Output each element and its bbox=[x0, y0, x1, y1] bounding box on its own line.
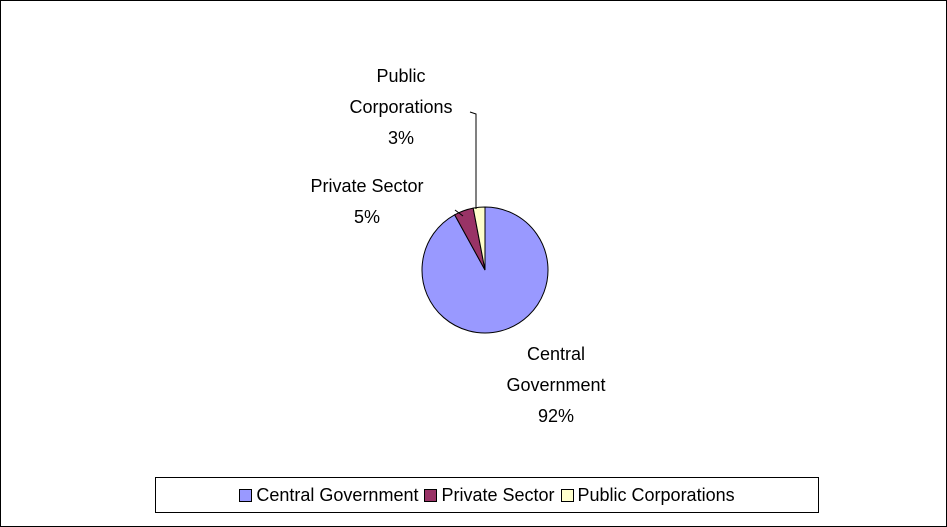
legend-label-public-corporations: Public Corporations bbox=[577, 484, 735, 505]
leader-line-public-corporations bbox=[469, 111, 477, 209]
data-label-name-central-government: Central bbox=[527, 344, 585, 364]
legend-label-private-sector: Private Sector bbox=[441, 484, 555, 505]
legend-item-public-corporations: Public Corporations bbox=[560, 484, 735, 506]
pie-slices bbox=[421, 206, 549, 334]
data-label-name-public-corporations: Corporations bbox=[349, 97, 452, 117]
data-label-pct-public-corporations: 3% bbox=[388, 128, 414, 148]
legend-item-central-government: Central Government bbox=[239, 485, 418, 506]
data-labels: Central Government 92% Private Sector 5% Publ… bbox=[310, 66, 605, 426]
data-label-name-private-sector: Private Sector bbox=[310, 176, 423, 196]
pie-slice-public-corporations bbox=[472, 206, 486, 271]
legend-label-central-government: Central Government bbox=[256, 484, 419, 505]
leader-line-private-sector bbox=[454, 209, 464, 217]
legend-swatch-central-government bbox=[239, 488, 253, 502]
data-label-pct-central-government: 92% bbox=[538, 406, 574, 426]
legend-item-private-sector: Private Sector bbox=[424, 484, 555, 506]
data-label-name-public-corporations: Public bbox=[376, 66, 425, 86]
legend: Central Government Private Sector Public… bbox=[155, 477, 819, 513]
legend-swatch-public-corporations bbox=[560, 488, 574, 502]
legend-swatch-private-sector bbox=[424, 488, 438, 502]
data-label-name-central-government: Government bbox=[506, 375, 605, 395]
leader-lines bbox=[454, 111, 477, 217]
data-label-pct-private-sector: 5% bbox=[354, 207, 380, 227]
